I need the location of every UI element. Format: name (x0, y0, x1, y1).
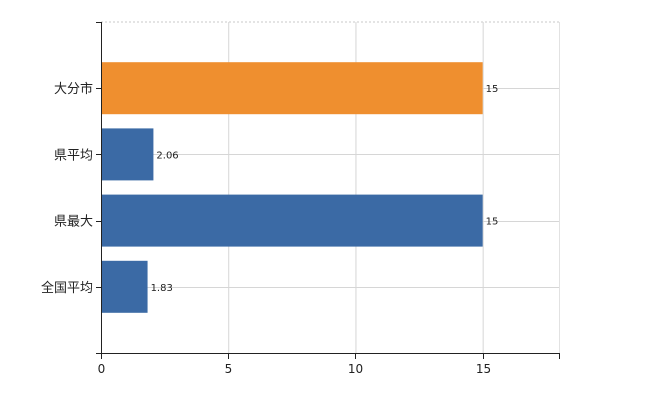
bar (102, 128, 154, 181)
bar (102, 62, 483, 115)
bars (102, 62, 483, 313)
data-label: 2.06 (156, 150, 178, 161)
axes (96, 22, 560, 359)
x-tick-label: 5 (225, 362, 233, 376)
x-tick-label: 10 (348, 362, 363, 376)
category-label: 県最大 (54, 215, 93, 230)
data-label: 15 (486, 217, 499, 228)
category-label: 全国平均 (41, 280, 93, 296)
bar (102, 260, 148, 313)
data-label: 15 (486, 84, 499, 95)
category-label: 大分市 (54, 81, 93, 97)
bar (102, 194, 483, 247)
category-label: 県平均 (54, 148, 93, 163)
x-tick-label: 0 (98, 362, 106, 376)
data-label: 1.83 (151, 283, 173, 294)
x-tick-label: 15 (476, 362, 491, 376)
labels: 15 大分市 2.06 県平均 15 県最大 1.83 全国平均 0 5 10 15 (41, 81, 498, 376)
